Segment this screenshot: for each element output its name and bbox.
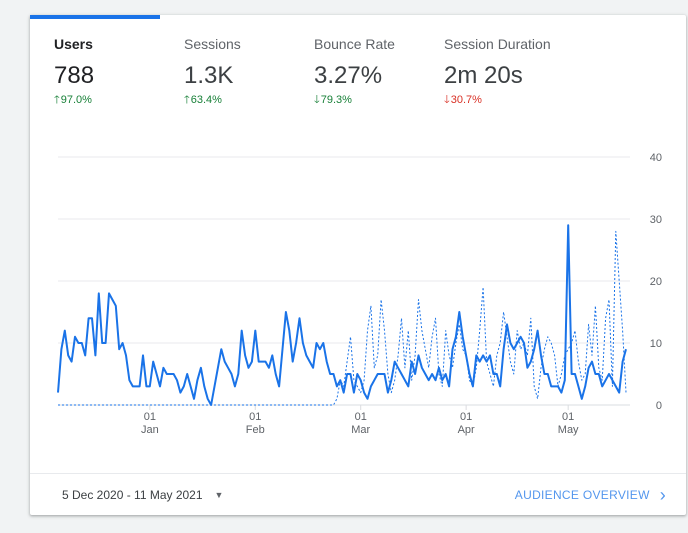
arrow-up-icon: 🡑 — [54, 94, 60, 106]
footer-divider — [30, 473, 686, 474]
metric-delta-value: 97.0% — [60, 94, 92, 106]
x-tick-day: 01 — [144, 411, 156, 423]
x-tick-day: 01 — [249, 411, 261, 423]
metric-label: Sessions — [184, 36, 241, 52]
x-tick-day: 01 — [562, 411, 574, 423]
y-tick-label: 0 — [656, 400, 662, 412]
metric-value: 1.3K — [184, 62, 234, 89]
metric-label: Bounce Rate — [314, 36, 395, 52]
metric-tabs: Users 788 🡑97.0% Sessions 1.3K 🡑63.4% Bo… — [30, 15, 686, 135]
metric-tab-sessions[interactable]: Sessions 1.3K 🡑63.4% — [184, 35, 314, 107]
audience-overview-link[interactable]: AUDIENCE OVERVIEW › — [514, 485, 666, 505]
x-tick-month: Jan — [141, 424, 159, 436]
chevron-right-icon: › — [659, 485, 666, 505]
metric-value: 2m 20s — [444, 62, 523, 89]
x-tick-month: Mar — [351, 424, 370, 436]
series-line-users — [57, 224, 627, 406]
active-tab-indicator — [30, 15, 160, 19]
date-range-selector[interactable]: 5 Dec 2020 - 11 May 2021 ▼ — [62, 487, 223, 503]
metric-delta-value: 63.4% — [190, 94, 222, 106]
metric-delta-value: 30.7% — [450, 94, 482, 106]
arrow-up-icon: 🡑 — [184, 94, 190, 106]
metric-delta: 🡑97.0% — [54, 93, 184, 107]
y-tick-label: 40 — [650, 152, 662, 164]
metric-label: Session Duration — [444, 36, 551, 52]
x-tick-month: May — [558, 424, 579, 436]
x-tick-day: 01 — [355, 411, 367, 423]
metric-value: 3.27% — [314, 62, 383, 89]
audience-card: Users 788 🡑97.0% Sessions 1.3K 🡑63.4% Bo… — [30, 15, 686, 515]
y-tick-label: 20 — [650, 276, 662, 288]
metric-delta: 🡑63.4% — [184, 93, 314, 107]
metric-tab-users[interactable]: Users 788 🡑97.0% — [54, 35, 184, 107]
metric-label: Users — [54, 36, 93, 52]
date-range-label: 5 Dec 2020 - 11 May 2021 — [62, 488, 203, 502]
series-line-comparison — [58, 230, 627, 406]
metric-value: 788 — [54, 62, 95, 89]
y-tick-label: 10 — [650, 338, 662, 350]
x-tick-day: 01 — [460, 411, 472, 423]
metric-tab-session-duration[interactable]: Session Duration 2m 20s 🡓30.7% — [444, 35, 574, 107]
y-tick-label: 30 — [650, 214, 662, 226]
arrow-down-icon: 🡓 — [314, 94, 320, 106]
metric-delta: 🡓79.3% — [314, 93, 444, 107]
metric-delta: 🡓30.7% — [444, 93, 574, 107]
metric-delta-value: 79.3% — [320, 94, 352, 106]
x-tick-month: Feb — [246, 424, 265, 436]
audience-overview-label: AUDIENCE OVERVIEW — [514, 488, 650, 502]
caret-down-icon: ▼ — [214, 490, 224, 500]
metric-tab-bounce-rate[interactable]: Bounce Rate 3.27% 🡓79.3% — [314, 35, 444, 107]
arrow-down-icon: 🡓 — [444, 94, 450, 106]
x-tick-month: Apr — [458, 424, 475, 436]
